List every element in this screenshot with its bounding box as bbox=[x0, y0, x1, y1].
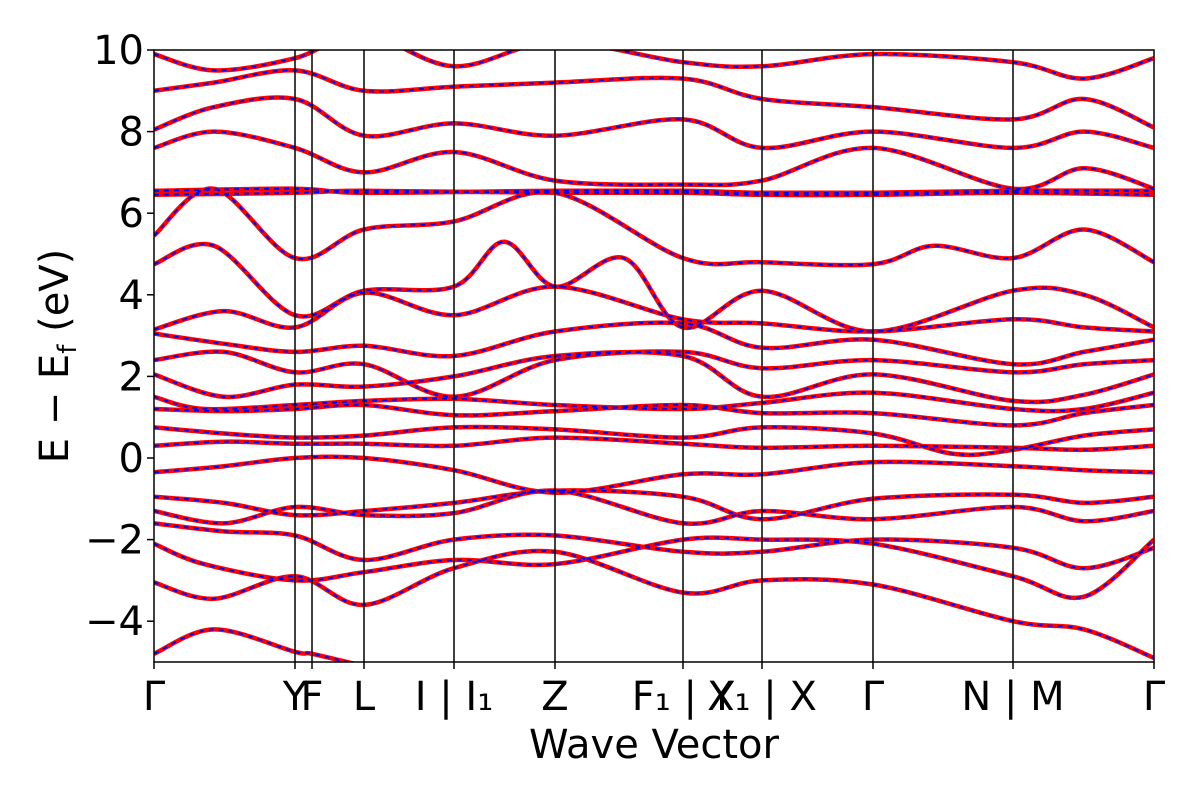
x-axis-title: Wave Vector bbox=[529, 722, 780, 768]
x-axis: Γ YF L I | I₁ Z F₁ | YX₁ | X Γ N | M Γ bbox=[143, 662, 1166, 720]
plot-frame bbox=[153, 49, 1155, 663]
band-line-dashed-11 bbox=[154, 351, 1154, 404]
y-tick-label: 2 bbox=[119, 354, 144, 400]
x-tick-label: Y bbox=[282, 674, 308, 720]
band-line-dashed-17 bbox=[154, 189, 1154, 197]
band-line-13 bbox=[154, 320, 1154, 367]
band-line-dashed-16 bbox=[154, 187, 1154, 267]
band-line-20 bbox=[154, 95, 1154, 151]
x-tick-label: Γ bbox=[143, 674, 166, 720]
x-tick-label: I | I₁ bbox=[415, 674, 494, 720]
band-line-dashed-8 bbox=[154, 426, 1154, 456]
y-axis-title-unit: (eV) bbox=[32, 249, 78, 345]
x-tick-label: N | M bbox=[961, 674, 1064, 720]
x-tick-label: Γ bbox=[1143, 674, 1166, 720]
x-tick-label: Z bbox=[541, 674, 568, 720]
x-tick-label: F₁ | Y bbox=[632, 674, 735, 720]
y-tick-label: 6 bbox=[119, 191, 144, 237]
band-line-16 bbox=[154, 186, 1154, 268]
band-line-dashed-0 bbox=[154, 628, 352, 662]
band-line-dashed-6 bbox=[154, 455, 1154, 494]
band-line-19 bbox=[154, 129, 1154, 192]
y-tick-label: 4 bbox=[119, 273, 144, 319]
band-lines bbox=[154, 50, 1154, 662]
band-line-dashed-19 bbox=[154, 130, 1154, 190]
band-line-6 bbox=[154, 454, 1154, 495]
y-axis: −4 −2 0 2 4 6 8 10 bbox=[85, 28, 154, 645]
x-tick-label: L bbox=[353, 674, 376, 720]
band-line-dashed-18 bbox=[154, 187, 1154, 195]
x-tick-label: Γ bbox=[862, 674, 885, 720]
y-tick-label: 10 bbox=[93, 28, 144, 74]
band-line-1 bbox=[154, 548, 1154, 660]
band-line-dashed-15 bbox=[154, 240, 1154, 333]
band-line-12 bbox=[154, 349, 1154, 400]
y-tick-label: 0 bbox=[119, 436, 144, 482]
high-symmetry-lines bbox=[294, 50, 1014, 662]
x-tick-label: X₁ | X bbox=[707, 674, 817, 720]
band-line-0 bbox=[154, 627, 357, 662]
band-line-dashed-1 bbox=[154, 550, 1154, 659]
y-axis-title-subscript: f bbox=[53, 344, 83, 354]
y-tick-label: −4 bbox=[85, 599, 144, 645]
x-tick-label: F bbox=[300, 674, 323, 720]
band-line-11 bbox=[154, 349, 1154, 405]
band-line-dashed-13 bbox=[154, 321, 1154, 366]
y-axis-title: E − Ef (eV) bbox=[32, 249, 83, 464]
y-tick-label: −2 bbox=[85, 518, 144, 564]
y-axis-title-main: E − E bbox=[32, 354, 78, 464]
y-tick-label: 8 bbox=[119, 110, 144, 156]
